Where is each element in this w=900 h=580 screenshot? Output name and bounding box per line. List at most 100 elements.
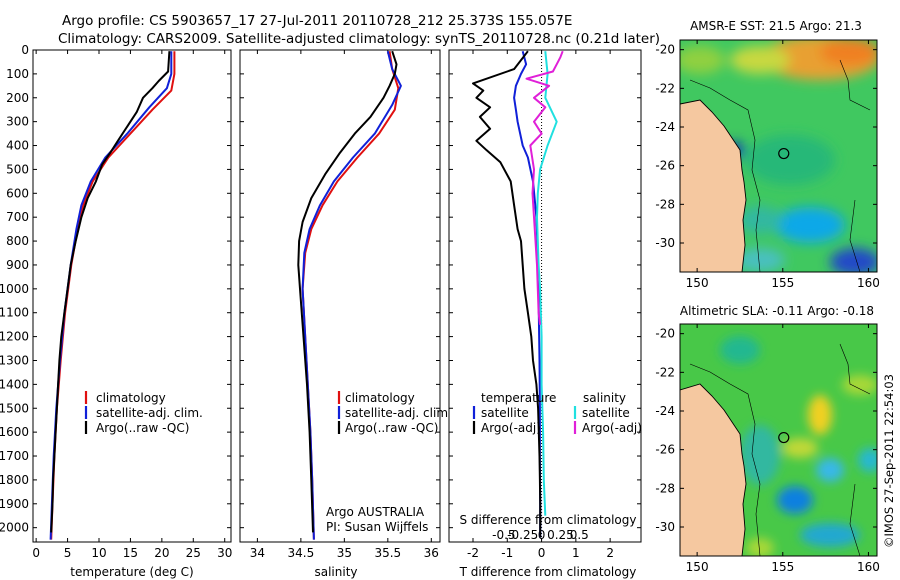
lon-tick-label: 150 [686,560,709,574]
s-difference-top-ticks: -0.5-0.25 0 0.250.5 [492,528,589,542]
lon-tick-label: 160 [857,560,880,574]
sla-map-title: Altimetric SLA: -0.11 Argo: -0.18 [680,304,874,318]
depth-tick-label: 0 [21,43,29,57]
depth-tick-label: 2000 [0,521,29,535]
x-tick-label: -1 [501,546,513,560]
temperature-legend: climatology satellite-adj. clim. Argo(..… [84,391,203,435]
sst-map-field [680,40,877,272]
lat-tick-label: -22 [655,365,675,379]
x-tick-label: 10 [91,546,106,560]
x-tick-label: 15 [123,546,138,560]
salinity-panel: 34 34.5 35 35.5 36 salinity climatology sate… [239,49,452,579]
depth-tick-label: 600 [6,186,29,200]
legend-salinity-title: salinity [583,391,626,405]
depth-tick-label: 1900 [0,497,29,511]
lat-tick-label: -28 [655,481,675,495]
series-line-argo-raw-qc [50,51,171,533]
depth-tick-label: 800 [6,234,29,248]
legend-satellite-label: satellite-adj. clim. [96,406,203,420]
difference-legend: temperature satellite Argo(-adj) salinit… [472,391,642,435]
lat-tick-label: -24 [655,404,675,418]
temperature-axis-label: temperature (deg C) [70,565,193,579]
legend-climatology-label: climatology [96,391,166,405]
s-difference-tick-label: 0.5 [570,528,589,542]
legend-temp-argo-label: Argo(-adj) [481,421,541,435]
x-tick-label: 35.5 [374,546,401,560]
x-tick-label: 30 [217,546,232,560]
sst-shelf-contour [689,79,761,272]
temperature-series [49,51,176,540]
lat-tick-label: -20 [655,327,675,341]
sla-shelf-contour [689,363,761,556]
sla-contour-east [839,343,871,556]
salinity-x-ticks: 34 34.5 35 35.5 36 [250,50,439,560]
legend-argo-label: Argo(..raw -QC) [96,421,189,435]
side-timestamp: ©IMOS 27-Sep-2011 22:54:03 [882,374,896,548]
difference-series [472,50,564,538]
lat-tick-label: -20 [655,43,675,57]
x-tick-label: 34 [250,546,265,560]
depth-tick-label: 500 [6,162,29,176]
lon-tick-label: 155 [771,560,794,574]
x-tick-label: 20 [154,546,169,560]
depth-tick-label: 1800 [0,473,29,487]
lat-tick-label: -22 [655,81,675,95]
depth-tick-label: 1700 [0,449,29,463]
depth-tick-label: 400 [6,139,29,153]
sst-map-title: AMSR-E SST: 21.5 Argo: 21.3 [690,19,862,33]
x-tick-label: 1 [572,546,580,560]
sst-map-panel: AMSR-E SST: 21.5 Argo: 21.3 -20 -22 -24 -26… [655,19,880,290]
x-tick-label: 0 [538,546,546,560]
legend-climatology-label: climatology [345,391,415,405]
sst-argo-position-marker [778,147,790,160]
x-tick-label: 25 [186,546,201,560]
depth-tick-label: 1600 [0,425,29,439]
x-tick-label: 0 [32,546,40,560]
sla-map-frame [679,323,878,557]
salinity-legend: climatology satellite-adj. clim. Argo(..… [337,391,452,435]
lat-tick-label: -28 [655,197,675,211]
depth-tick-label: 900 [6,258,29,272]
series-line-salinity-satellite [536,51,558,516]
depth-tick-label: 200 [6,91,29,105]
lon-tick-label: 155 [771,276,794,290]
difference-plot-frame [448,49,642,543]
sst-lon-ticks: 150 155 160 [686,40,880,290]
x-tick-label: 34.5 [288,546,315,560]
temperature-plot-frame [32,49,232,543]
depth-tick-label: 700 [6,210,29,224]
lat-tick-label: -26 [655,443,675,457]
x-tick-label: 5 [64,546,72,560]
x-tick-label: 35 [337,546,352,560]
series-line-salinity-argo-adj [525,50,564,325]
legend-satellite-label: satellite-adj. clim. [345,406,452,420]
t-difference-axis-label: T difference from climatology [459,565,637,579]
s-difference-axis-label: S difference from climatology [460,513,637,527]
temperature-x-ticks: 0 5 10 15 20 25 30 [32,50,232,560]
figure-title-line1: Argo profile: CS 5903657_17 27-Jul-2011 … [62,13,572,29]
temperature-panel: 0100200300400500600700800900100011001200… [0,43,232,579]
sst-lat-ticks: -20 -22 -24 -26 -28 -30 [655,43,877,250]
depth-ticks: 0 100 200 300 400 500 600 700 800 900 1000 1100 1200… [0,43,231,535]
lat-tick-label: -26 [655,159,675,173]
x-tick-label: -2 [467,546,479,560]
series-line-temperature-satellite [513,50,542,538]
depth-tick-label: 1300 [0,353,29,367]
sla-coastline [680,383,747,556]
sst-map-frame [679,39,878,273]
salinity-axis-label: salinity [314,565,357,579]
sst-contour-east [839,59,871,272]
depth-tick-label: 300 [6,115,29,129]
sla-argo-position-marker [778,431,790,444]
salinity-plot-frame [239,49,441,543]
s-difference-tick-label: -0.25 [507,528,538,542]
depth-tick-label: 1000 [0,282,29,296]
lat-tick-label: -24 [655,120,675,134]
sst-coastline [680,99,747,272]
depth-tick-label: 1200 [0,330,29,344]
sla-map-field [680,324,877,556]
sla-lat-ticks: -20 -22 -24 -26 -28 -30 [655,327,877,534]
t-difference-x-ticks: -2 -1 0 1 2 [467,50,614,560]
lon-tick-label: 160 [857,276,880,290]
